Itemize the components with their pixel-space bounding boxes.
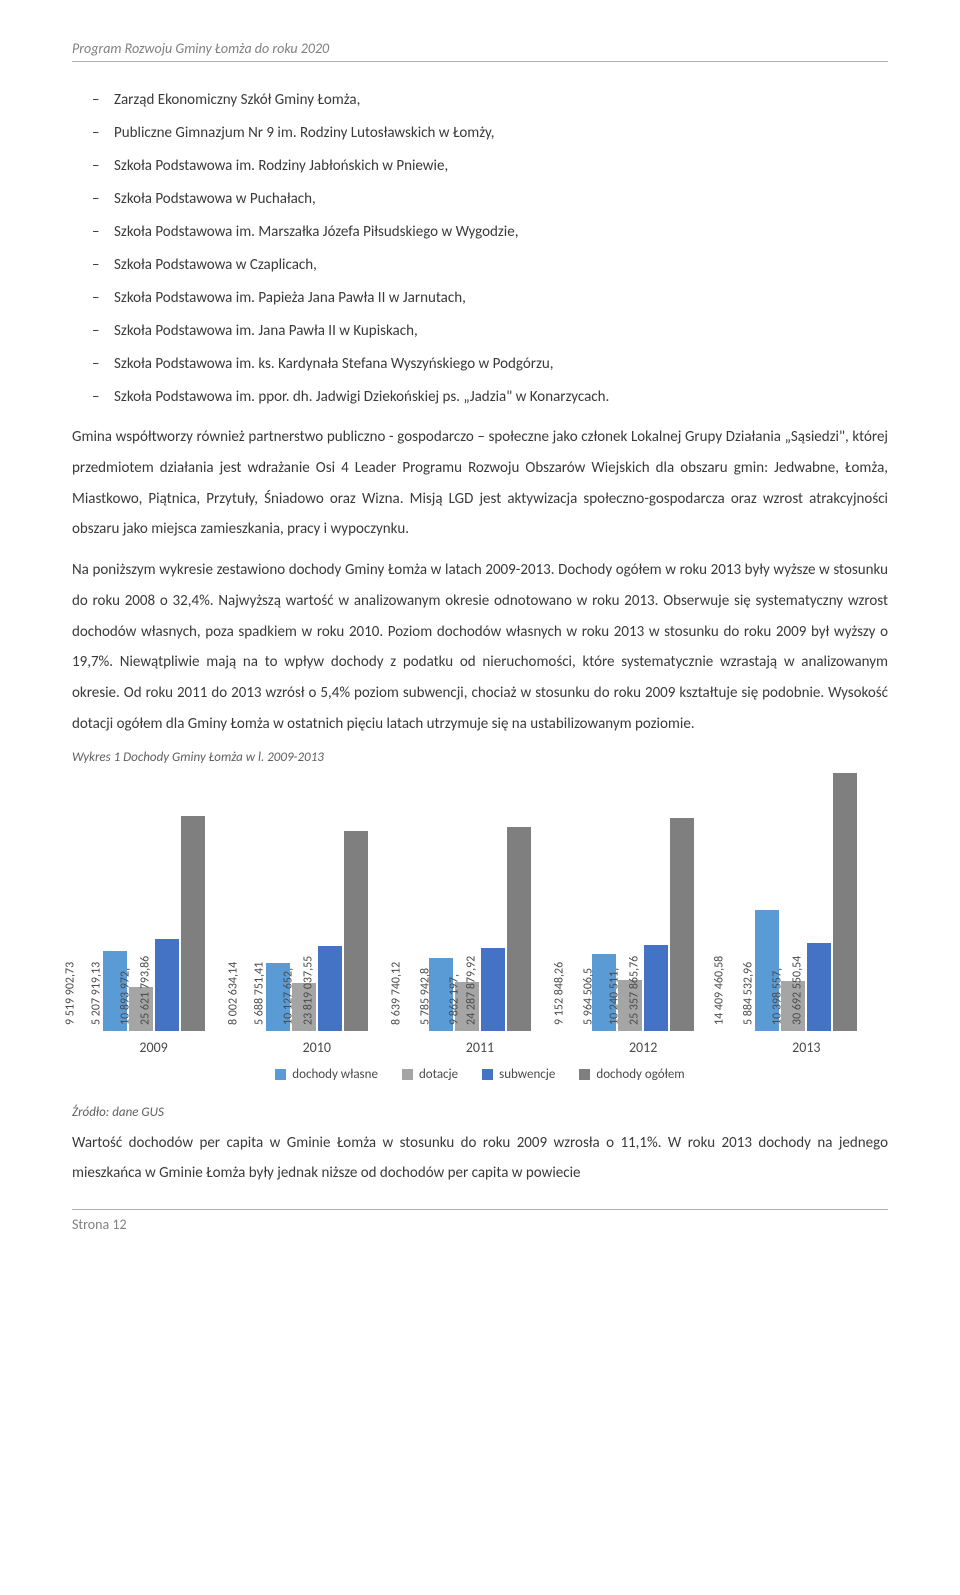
footer-label: Strona [72, 1216, 109, 1233]
x-axis-label: 2012 [629, 1039, 657, 1056]
list-item: Szkoła Podstawowa im. Papieża Jana Pawła… [72, 288, 888, 309]
chart-bar: 24 287 879,92 [507, 827, 531, 1031]
list-item: Szkoła Podstawowa im. ks. Kardynała Stef… [72, 354, 888, 375]
bar-value-label: 8 639 740,12 [389, 961, 403, 1024]
legend-swatch [402, 1069, 413, 1080]
legend-item: subwencje [482, 1067, 555, 1082]
year-group: 9 519 902,735 207 919,1310 893 972,25 62… [103, 771, 205, 1031]
chart-source: Źródło: dane GUS [72, 1105, 888, 1120]
bar-value-label: 9 152 848,26 [553, 961, 567, 1024]
school-list: Zarząd Ekonomiczny Szkół Gminy Łomża, Pu… [72, 90, 888, 408]
chart-bar: 10 240 511, [644, 945, 668, 1031]
income-chart: 9 519 902,735 207 919,1310 893 972,25 62… [72, 771, 888, 1101]
year-group: 9 152 848,265 964 506,510 240 511,25 357… [592, 771, 694, 1031]
bar-value-label: 5 884 532,96 [742, 961, 756, 1024]
footer-page: 12 [112, 1216, 126, 1233]
legend-swatch [579, 1069, 590, 1080]
x-axis-label: 2010 [303, 1039, 331, 1056]
footer-rule [72, 1209, 888, 1210]
legend-label: dochody ogółem [596, 1067, 684, 1082]
header-rule [72, 61, 888, 62]
list-item: Szkoła Podstawowa im. ppor. dh. Jadwigi … [72, 387, 888, 408]
year-group: 8 002 634,145 688 751,4110 127 652,23 81… [266, 771, 368, 1031]
legend-swatch [482, 1069, 493, 1080]
page-footer: Strona 12 [72, 1216, 888, 1233]
list-item: Publiczne Gimnazjum Nr 9 im. Rodziny Lut… [72, 123, 888, 144]
legend-swatch [275, 1069, 286, 1080]
list-item: Szkoła Podstawowa im. Jana Pawła II w Ku… [72, 321, 888, 342]
bar-value-label: 23 819 037,55 [301, 955, 315, 1024]
bar-value-label: 10 240 511, [608, 967, 622, 1024]
chart-caption: Wykres 1 Dochody Gminy Łomża w l. 2009-2… [72, 750, 888, 765]
chart-bar: 23 819 037,55 [344, 831, 368, 1031]
page-header: Program Rozwoju Gminy Łomża do roku 2020 [72, 40, 888, 57]
x-axis-label: 2011 [466, 1039, 494, 1056]
x-axis-label: 2013 [792, 1039, 820, 1056]
chart-bar: 10 893 972, [155, 939, 179, 1030]
bar-value-label: 25 357 865,76 [628, 955, 642, 1024]
bar-value-label: 9 862 197, [447, 974, 461, 1025]
legend-item: dochody własne [275, 1067, 378, 1082]
list-item: Szkoła Podstawowa w Puchałach, [72, 189, 888, 210]
list-item: Szkoła Podstawowa im. Marszałka Józefa P… [72, 222, 888, 243]
bar-value-label: 5 688 751,41 [252, 961, 266, 1024]
year-group: 8 639 740,125 785 942,89 862 197,24 287 … [429, 771, 531, 1031]
bar-value-label: 9 519 902,73 [63, 961, 77, 1024]
bar-value-label: 25 621 793,86 [138, 955, 152, 1024]
bar-value-label: 5 785 942,8 [418, 967, 432, 1024]
year-group: 14 409 460,585 884 532,9610 398 557,30 6… [755, 771, 857, 1031]
bar-value-label: 10 127 652, [281, 967, 295, 1024]
chart-bar: 10 127 652, [318, 946, 342, 1031]
list-item: Szkoła Podstawowa w Czaplicach, [72, 255, 888, 276]
chart-bar: 25 621 793,86 [181, 816, 205, 1031]
paragraph-1: Gmina współtworzy również partnerstwo pu… [72, 422, 888, 545]
legend-label: dotacje [419, 1067, 458, 1082]
bar-value-label: 5 964 506,5 [582, 967, 596, 1024]
legend-label: subwencje [499, 1067, 555, 1082]
legend-item: dochody ogółem [579, 1067, 684, 1082]
chart-bar: 10 398 557, [807, 943, 831, 1030]
bar-value-label: 8 002 634,14 [226, 961, 240, 1024]
list-item: Zarząd Ekonomiczny Szkół Gminy Łomża, [72, 90, 888, 111]
legend-item: dotacje [402, 1067, 458, 1082]
x-axis-label: 2009 [139, 1039, 167, 1056]
bar-value-label: 14 409 460,58 [713, 955, 727, 1024]
paragraph-2: Na poniższym wykresie zestawiono dochody… [72, 555, 888, 740]
list-item: Szkoła Podstawowa im. Rodziny Jabłońskic… [72, 156, 888, 177]
bar-value-label: 30 692 550,54 [791, 955, 805, 1024]
chart-bar: 9 862 197, [481, 948, 505, 1031]
bar-value-label: 5 207 919,13 [89, 961, 103, 1024]
bar-value-label: 10 398 557, [771, 967, 785, 1024]
bar-value-label: 10 893 972, [118, 967, 132, 1024]
chart-bar: 25 357 865,76 [670, 818, 694, 1031]
legend-label: dochody własne [292, 1067, 378, 1082]
bar-value-label: 24 287 879,92 [464, 955, 478, 1024]
paragraph-3: Wartość dochodów per capita w Gminie Łom… [72, 1128, 888, 1190]
chart-bar: 30 692 550,54 [833, 773, 857, 1030]
